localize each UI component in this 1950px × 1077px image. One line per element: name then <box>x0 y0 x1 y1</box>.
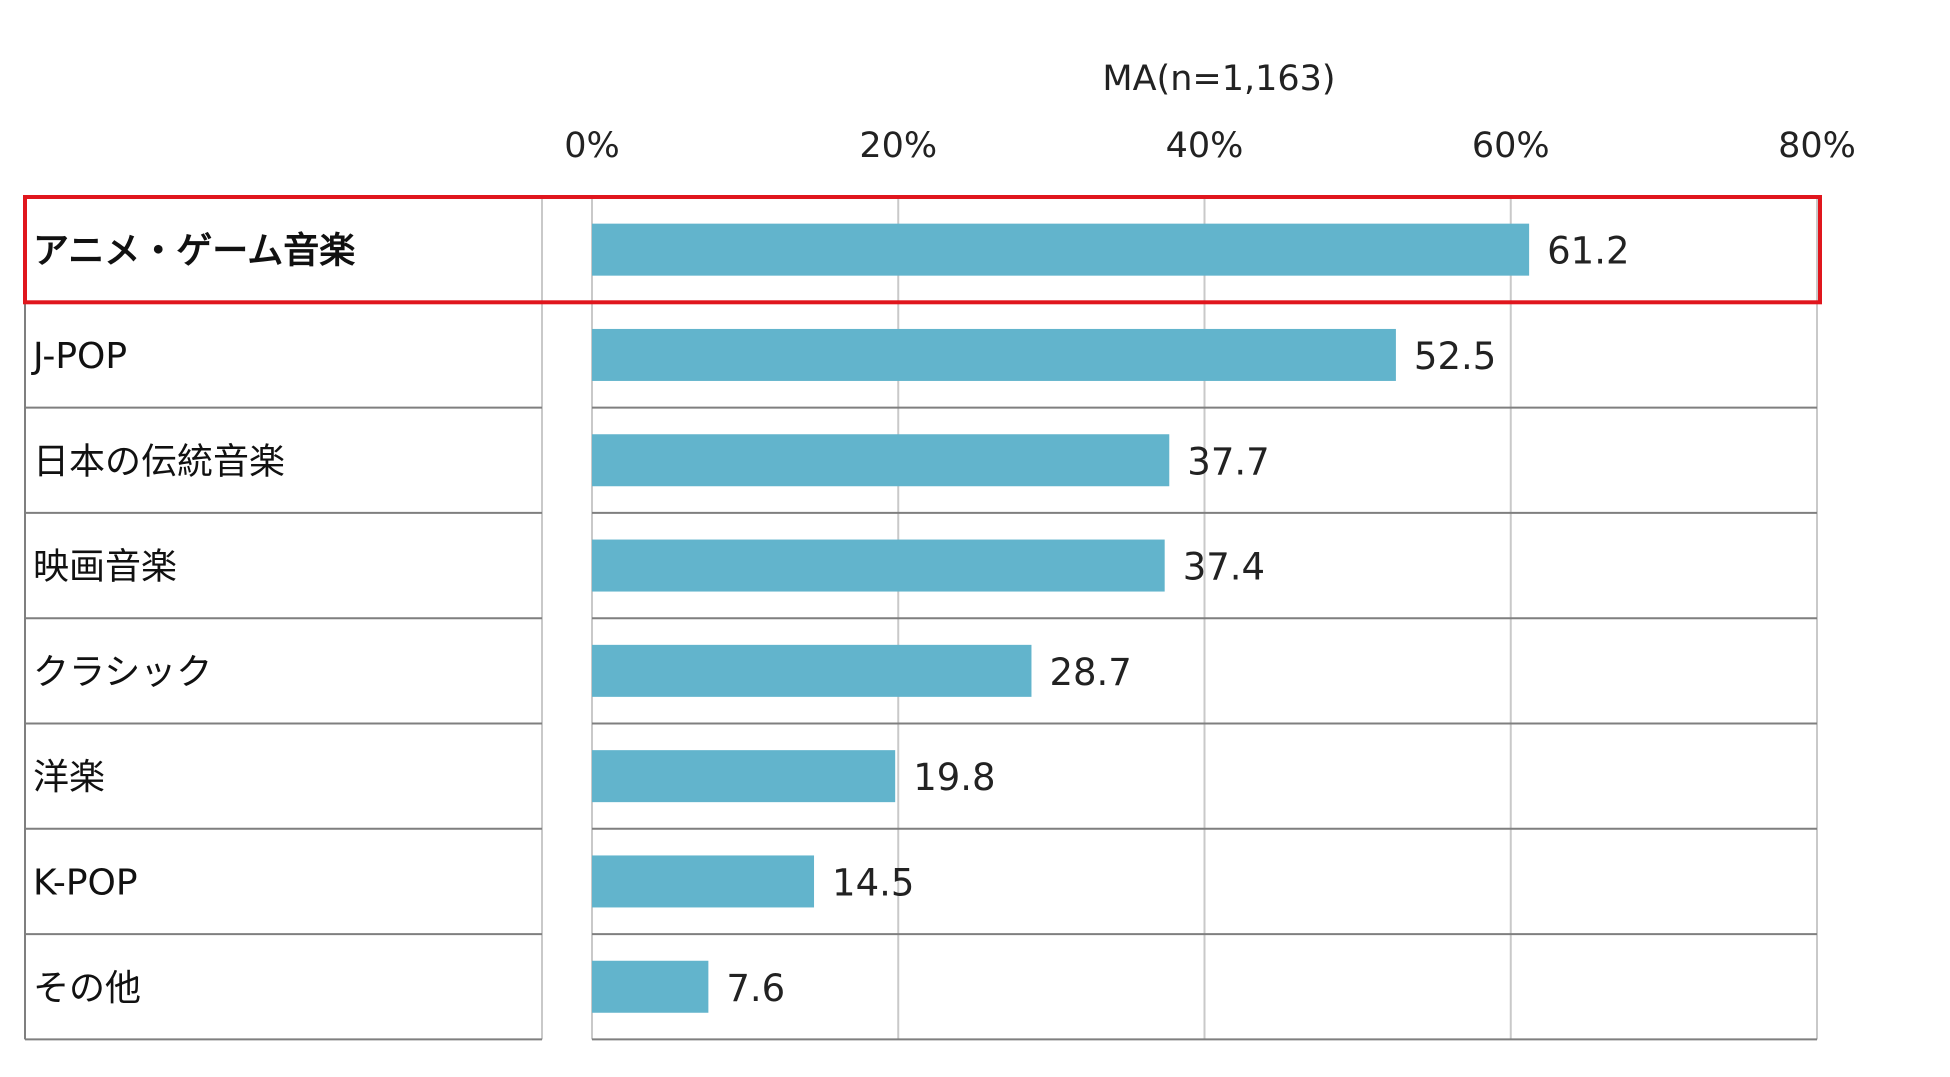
bar <box>592 644 1032 697</box>
x-tick-label: 60% <box>1472 126 1550 166</box>
bar <box>592 960 709 1013</box>
sample-note: MA(n=1,163) <box>1102 59 1335 99</box>
category-label: 日本の伝統音楽 <box>33 441 285 482</box>
value-labels: 61.2 52.5 37.7 37.4 28.7 19.8 14.5 7.6 <box>726 230 1629 1010</box>
highlight-box <box>23 195 1822 305</box>
bars <box>592 223 1530 1013</box>
x-axis-ticks: 0% 20% 40% 60% 80% <box>564 126 1856 166</box>
category-label: クラシック <box>33 652 212 693</box>
bar <box>592 223 1530 276</box>
x-tick-label: 0% <box>564 126 620 166</box>
category-label: K-POP <box>33 862 138 903</box>
value-label: 28.7 <box>1049 651 1131 694</box>
value-label: 61.2 <box>1547 230 1629 273</box>
category-label: アニメ・ゲーム音楽 <box>33 231 355 272</box>
x-tick-label: 80% <box>1778 126 1856 166</box>
x-tick-label: 20% <box>859 126 937 166</box>
category-label: J-POP <box>31 336 127 377</box>
value-label: 7.6 <box>726 967 785 1010</box>
value-label: 52.5 <box>1414 335 1496 378</box>
value-label: 37.7 <box>1187 440 1269 483</box>
bar <box>592 434 1170 487</box>
x-tick-label: 40% <box>1166 126 1244 166</box>
category-label: 洋楽 <box>33 757 105 798</box>
category-label: その他 <box>33 968 141 1009</box>
bar <box>592 750 896 803</box>
row-dividers <box>24 301 1817 1041</box>
bar <box>592 328 1396 381</box>
value-label: 19.8 <box>913 756 995 799</box>
bar <box>592 539 1165 592</box>
category-label: 映画音楽 <box>33 547 177 588</box>
value-label: 14.5 <box>832 861 914 904</box>
value-label: 37.4 <box>1183 546 1265 589</box>
bar <box>592 855 815 908</box>
